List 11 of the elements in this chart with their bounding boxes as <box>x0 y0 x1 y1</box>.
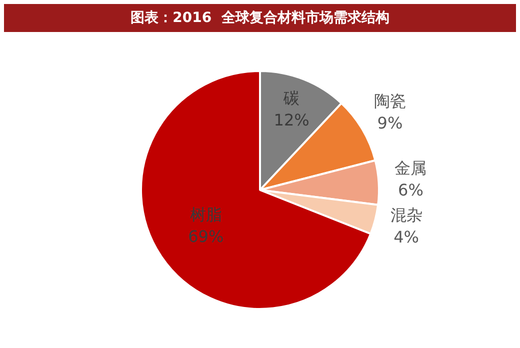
slice-label: 金属 <box>394 158 427 178</box>
slice-label: 陶瓷 <box>374 91 406 110</box>
data-label: 4% <box>394 228 419 247</box>
data-label: 69% <box>188 226 224 246</box>
chart-title: 图表：2016 全球复合材料市场需求结构 <box>4 4 516 32</box>
data-label: 9% <box>377 113 403 132</box>
slice-label: 混杂 <box>390 206 422 225</box>
slice-label: 树脂 <box>190 204 222 224</box>
slice-label: 碳 <box>282 88 300 108</box>
data-label: 12% <box>274 110 310 130</box>
data-label: 6% <box>398 180 424 200</box>
